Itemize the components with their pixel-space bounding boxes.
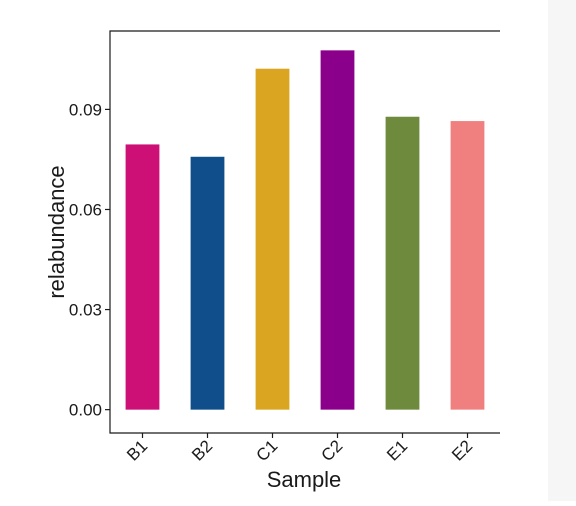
x-tick-label: C1 [253,436,282,465]
x-tick-label: B1 [123,436,151,464]
bar-B1 [125,144,160,410]
x-tick-label: B2 [188,436,216,464]
plot-area: 0.00 0.03 0.06 0.09 B1 B2 C1 C2 E1 E2 [69,30,500,465]
side-panel [548,0,576,501]
x-tick-label: C2 [318,436,347,465]
bar-C2 [320,50,355,410]
bar-E1 [385,116,420,410]
x-tick-label: E1 [383,436,411,464]
y-axis-title: relabundance [44,165,69,298]
panel-border [109,30,500,434]
y-tick-label: 0.03 [69,301,102,320]
x-axis-title: Sample [267,467,342,492]
y-tick-label: 0.06 [69,200,102,219]
bar-E2 [450,121,485,410]
bar-C1 [255,68,290,410]
bar-B2 [190,156,225,410]
y-tick-label: 0.09 [69,100,102,119]
y-tick-label: 0.00 [69,401,102,420]
x-tick-label: E2 [448,436,476,464]
